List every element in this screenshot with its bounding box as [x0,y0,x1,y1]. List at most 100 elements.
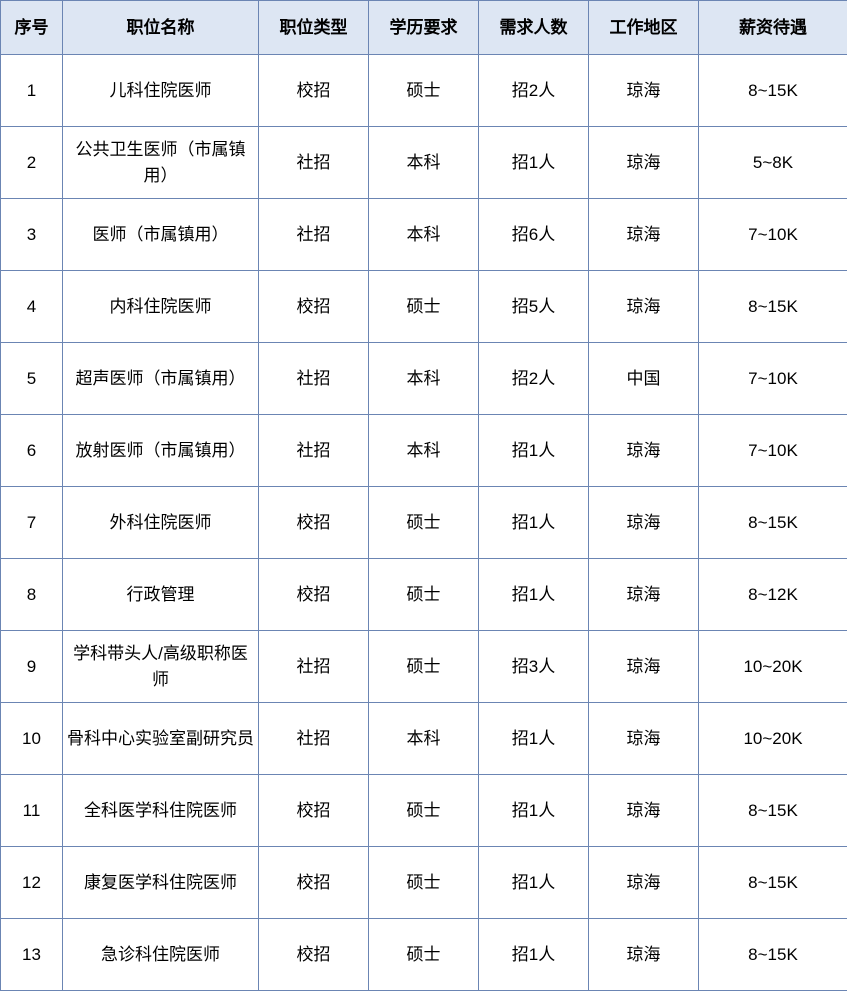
cell-name: 超声医师（市属镇用） [63,343,259,415]
cell-type: 校招 [259,271,369,343]
cell-name: 医师（市属镇用） [63,199,259,271]
cell-type: 校招 [259,559,369,631]
cell-count: 招2人 [479,55,589,127]
cell-salary: 8~15K [699,919,847,991]
cell-count: 招1人 [479,919,589,991]
cell-name: 放射医师（市属镇用） [63,415,259,487]
cell-type: 校招 [259,487,369,559]
cell-count: 招5人 [479,271,589,343]
cell-edu: 硕士 [369,631,479,703]
table-row: 3医师（市属镇用）社招本科招6人琼海7~10K [1,199,847,271]
cell-edu: 硕士 [369,271,479,343]
col-header-salary: 薪资待遇 [699,1,847,55]
col-header-loc: 工作地区 [589,1,699,55]
table-row: 4内科住院医师校招硕士招5人琼海8~15K [1,271,847,343]
cell-edu: 硕士 [369,559,479,631]
cell-name: 公共卫生医师（市属镇用） [63,127,259,199]
cell-salary: 8~12K [699,559,847,631]
table-row: 5超声医师（市属镇用）社招本科招2人中国7~10K [1,343,847,415]
cell-loc: 琼海 [589,55,699,127]
cell-type: 社招 [259,199,369,271]
cell-no: 2 [1,127,63,199]
cell-type: 校招 [259,775,369,847]
cell-name: 外科住院医师 [63,487,259,559]
cell-loc: 琼海 [589,631,699,703]
cell-salary: 8~15K [699,775,847,847]
cell-type: 社招 [259,415,369,487]
cell-salary: 7~10K [699,199,847,271]
cell-edu: 硕士 [369,847,479,919]
cell-no: 11 [1,775,63,847]
table-row: 1儿科住院医师校招硕士招2人琼海8~15K [1,55,847,127]
cell-loc: 琼海 [589,487,699,559]
table-row: 8行政管理校招硕士招1人琼海8~12K [1,559,847,631]
cell-count: 招1人 [479,487,589,559]
job-table: 序号 职位名称 职位类型 学历要求 需求人数 工作地区 薪资待遇 1儿科住院医师… [0,0,847,991]
cell-type: 校招 [259,919,369,991]
cell-edu: 本科 [369,199,479,271]
table-row: 11全科医学科住院医师校招硕士招1人琼海8~15K [1,775,847,847]
cell-name: 学科带头人/高级职称医师 [63,631,259,703]
cell-salary: 8~15K [699,847,847,919]
cell-name: 行政管理 [63,559,259,631]
col-header-edu: 学历要求 [369,1,479,55]
col-header-type: 职位类型 [259,1,369,55]
cell-no: 1 [1,55,63,127]
cell-loc: 琼海 [589,199,699,271]
cell-name: 全科医学科住院医师 [63,775,259,847]
cell-edu: 硕士 [369,55,479,127]
cell-edu: 硕士 [369,919,479,991]
cell-edu: 本科 [369,415,479,487]
cell-no: 12 [1,847,63,919]
cell-no: 10 [1,703,63,775]
cell-loc: 琼海 [589,415,699,487]
cell-type: 社招 [259,343,369,415]
cell-edu: 本科 [369,703,479,775]
cell-salary: 8~15K [699,271,847,343]
cell-loc: 琼海 [589,703,699,775]
cell-salary: 7~10K [699,343,847,415]
cell-no: 13 [1,919,63,991]
table-row: 6放射医师（市属镇用）社招本科招1人琼海7~10K [1,415,847,487]
table-row: 10骨科中心实验室副研究员社招本科招1人琼海10~20K [1,703,847,775]
cell-count: 招1人 [479,775,589,847]
cell-count: 招2人 [479,343,589,415]
cell-count: 招1人 [479,559,589,631]
cell-salary: 7~10K [699,415,847,487]
cell-no: 5 [1,343,63,415]
cell-count: 招1人 [479,127,589,199]
cell-count: 招1人 [479,703,589,775]
cell-loc: 琼海 [589,775,699,847]
cell-no: 3 [1,199,63,271]
cell-loc: 琼海 [589,847,699,919]
cell-salary: 8~15K [699,55,847,127]
cell-salary: 5~8K [699,127,847,199]
cell-type: 社招 [259,127,369,199]
cell-edu: 硕士 [369,487,479,559]
cell-name: 康复医学科住院医师 [63,847,259,919]
table-row: 13急诊科住院医师校招硕士招1人琼海8~15K [1,919,847,991]
cell-loc: 中国 [589,343,699,415]
cell-type: 校招 [259,847,369,919]
cell-no: 7 [1,487,63,559]
cell-edu: 本科 [369,343,479,415]
table-row: 2公共卫生医师（市属镇用）社招本科招1人琼海5~8K [1,127,847,199]
col-header-no: 序号 [1,1,63,55]
cell-salary: 10~20K [699,631,847,703]
cell-edu: 硕士 [369,775,479,847]
cell-no: 6 [1,415,63,487]
col-header-name: 职位名称 [63,1,259,55]
cell-type: 社招 [259,631,369,703]
cell-name: 儿科住院医师 [63,55,259,127]
table-row: 9学科带头人/高级职称医师社招硕士招3人琼海10~20K [1,631,847,703]
cell-type: 社招 [259,703,369,775]
cell-salary: 8~15K [699,487,847,559]
cell-name: 内科住院医师 [63,271,259,343]
cell-type: 校招 [259,55,369,127]
cell-loc: 琼海 [589,271,699,343]
table-header: 序号 职位名称 职位类型 学历要求 需求人数 工作地区 薪资待遇 [1,1,847,55]
cell-loc: 琼海 [589,559,699,631]
cell-salary: 10~20K [699,703,847,775]
cell-count: 招1人 [479,415,589,487]
cell-count: 招6人 [479,199,589,271]
